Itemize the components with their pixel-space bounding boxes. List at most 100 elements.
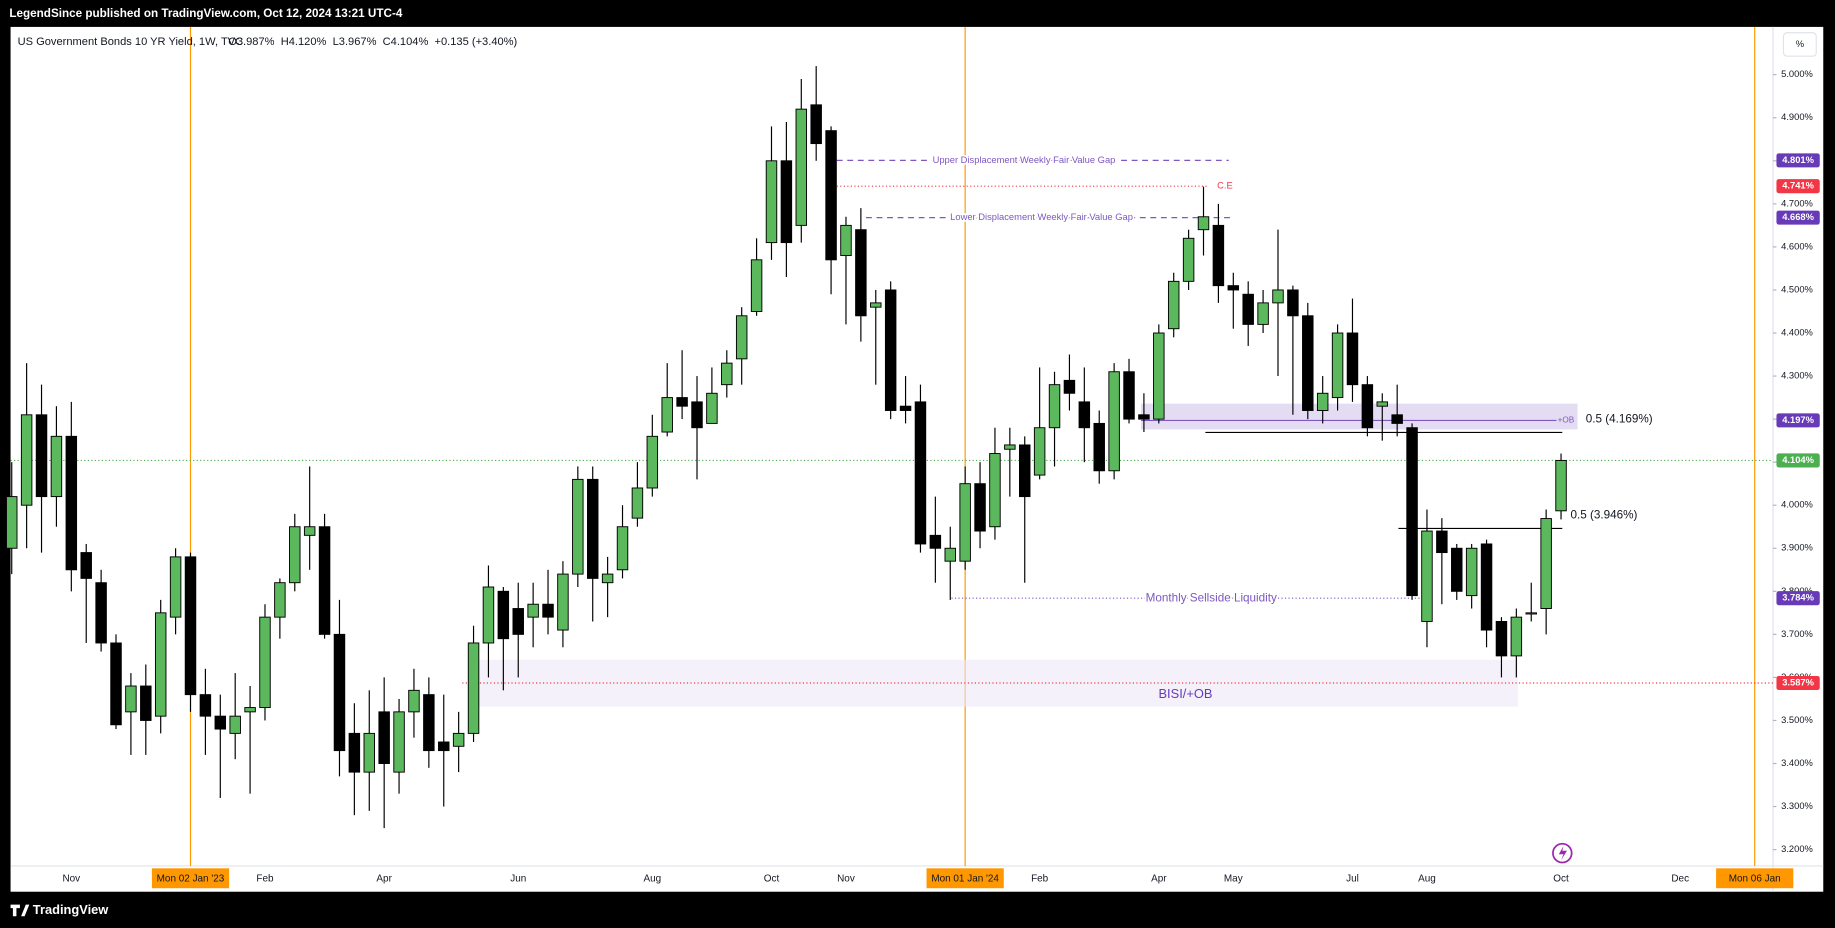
candle-body <box>1316 392 1329 411</box>
candle-body <box>780 160 793 244</box>
candle-body <box>765 160 778 244</box>
candle-body <box>154 612 167 717</box>
price-badge <box>1776 675 1820 691</box>
candle-body <box>348 732 361 773</box>
candle-body <box>95 582 107 644</box>
y-tick-label: 4.300% <box>1781 371 1813 381</box>
candle-body <box>438 741 450 752</box>
candle-body <box>1451 547 1463 592</box>
x-tick-label: Aug <box>643 873 661 884</box>
price-badge-label: 3.784% <box>1782 593 1814 603</box>
candle-body <box>557 573 569 631</box>
candle-body <box>199 694 212 717</box>
candle-body <box>1391 414 1403 424</box>
candle-body <box>1242 293 1254 325</box>
y-tick-label: 3.800% <box>1781 586 1813 596</box>
candle-body <box>1063 379 1076 394</box>
candle-body <box>1495 620 1508 657</box>
x-tick-highlight <box>926 868 1004 889</box>
x-tick-label: Nov <box>62 873 80 884</box>
candle-body <box>20 414 33 506</box>
candle-body <box>1302 315 1314 411</box>
candle-body <box>289 526 301 584</box>
candle-body <box>1406 427 1418 597</box>
x-tick-label: Apr <box>1151 873 1167 884</box>
candle-body <box>1212 224 1225 287</box>
candle-body <box>542 603 554 618</box>
event-icon-bolt <box>1558 846 1567 861</box>
candle-body <box>706 392 718 424</box>
candle-body <box>1376 401 1389 407</box>
scale-button[interactable] <box>1782 32 1817 57</box>
candle-body <box>1346 332 1359 386</box>
candle-body <box>1153 332 1165 420</box>
candle-body <box>1197 216 1210 231</box>
candle-body <box>1525 612 1537 615</box>
x-tick-label: Oct <box>764 873 780 884</box>
x-tick-label: Feb <box>1031 873 1049 884</box>
candle-body <box>6 496 18 549</box>
candle-body <box>244 707 256 713</box>
candle-body <box>1257 302 1269 325</box>
candle-body <box>1540 518 1552 610</box>
candle-body <box>572 478 584 575</box>
candle-body <box>110 642 122 726</box>
annotation-label: C.E <box>1217 181 1233 191</box>
candle-body <box>1331 332 1344 399</box>
candle-body <box>1093 422 1105 472</box>
scale-button-label[interactable]: % <box>1796 39 1804 49</box>
x-tick-label: Dec <box>1671 873 1689 884</box>
x-tick-label: Aug <box>1418 873 1436 884</box>
candle-body <box>497 590 510 640</box>
candle-body <box>1480 543 1493 631</box>
x-tick-label: May <box>1224 873 1243 884</box>
candle-body <box>616 526 629 571</box>
candle-body <box>1272 289 1284 304</box>
logo-mark <box>10 904 30 917</box>
candle-body <box>959 483 971 562</box>
candle-body <box>35 414 48 498</box>
candle-body <box>1167 280 1180 330</box>
y-tick-label: 4.600% <box>1781 241 1813 251</box>
candle-body <box>870 302 882 308</box>
candle-body <box>974 483 986 532</box>
candle-body <box>1078 401 1091 429</box>
candle-body <box>1227 285 1240 291</box>
price-badge-label: 4.741% <box>1782 181 1814 191</box>
candle-body <box>1182 237 1195 282</box>
annotation-label: 0.5 (3.946%) <box>1570 509 1637 522</box>
annotation-label: Lower Displacement Weekly Fair Value Gap <box>950 212 1133 222</box>
x-tick-label: Jul <box>1346 873 1359 884</box>
candle-body <box>1019 444 1031 498</box>
y-tick-label: 3.300% <box>1781 801 1813 811</box>
candle-body <box>318 526 331 635</box>
candle-body <box>1004 444 1016 450</box>
candle-body <box>691 401 703 429</box>
candle-body <box>393 711 405 773</box>
x-tick-highlight <box>1716 868 1794 889</box>
candle-body <box>1123 371 1135 420</box>
candle-body <box>721 362 733 386</box>
candle-body <box>735 315 748 360</box>
candle-body <box>601 573 614 584</box>
published-line: LegendSince published on TradingView.com… <box>9 7 402 20</box>
candle-body <box>452 732 465 747</box>
event-icon[interactable] <box>1552 842 1573 864</box>
y-tick-label: 4.700% <box>1781 198 1813 208</box>
ohlc-legend: O3.987% H4.120% L3.967% C4.104% +0.135 (… <box>228 36 517 48</box>
x-tick-label: Mon 06 Jan <box>1729 873 1781 884</box>
price-badge-label: 3.587% <box>1782 677 1814 687</box>
price-badge <box>1776 413 1820 428</box>
candle-body <box>229 715 241 734</box>
price-badge <box>1776 453 1820 468</box>
candle-body <box>1421 530 1433 622</box>
candle-body <box>527 603 539 618</box>
candle-body <box>467 642 480 734</box>
x-tick-label: Nov <box>837 873 855 884</box>
candle-body <box>855 229 867 317</box>
y-tick-label: 4.900% <box>1781 112 1813 122</box>
price-badge-label: 4.801% <box>1782 155 1814 165</box>
y-tick-label: 4.500% <box>1781 284 1813 294</box>
candle-body <box>810 104 822 145</box>
x-tick-label: Jun <box>510 873 526 884</box>
